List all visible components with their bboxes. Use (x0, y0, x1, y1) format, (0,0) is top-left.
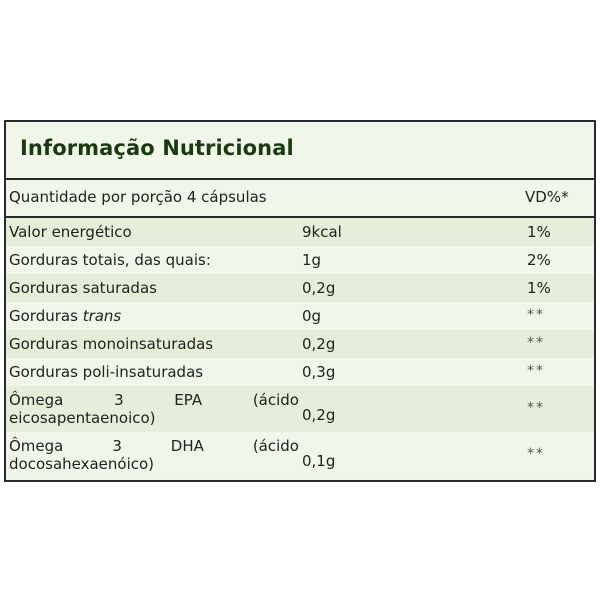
nutrient-amount: 0,2g (302, 279, 336, 297)
nutrient-amount: 0,1g (302, 452, 336, 470)
nutrient-name: Ômega 3 EPA (ácido eicosapentaenoico) (9, 391, 299, 427)
nutrient-amount: 1g (302, 251, 322, 269)
nutrient-name-line2: docosahexaenóico) (9, 455, 155, 473)
nutrition-facts-table: Informação Nutricional Quantidade por po… (4, 120, 596, 482)
table-row: Gorduras monoinsaturadas 0,2g ** (6, 330, 594, 358)
nutrient-dv: 1% (527, 223, 551, 241)
table-row: Gorduras poli-insaturadas 0,3g ** (6, 358, 594, 386)
nutrient-amount: 0,2g (302, 406, 336, 424)
nutrient-amount: 0g (302, 307, 322, 325)
table-row: Ômega 3 EPA (ácido eicosapentaenoico) 0,… (6, 386, 594, 432)
nutrient-name-prefix: Gorduras (9, 307, 78, 325)
table-row: Valor energético 9kcal 1% (6, 218, 594, 246)
nutrient-name: Gorduras poli-insaturadas (9, 363, 204, 381)
nutrient-rows: Valor energético 9kcal 1% Gorduras totai… (6, 218, 594, 478)
nutrient-name: Valor energético (9, 223, 132, 241)
nutrient-name: Gorduras saturadas (9, 279, 157, 297)
table-row: Ômega 3 DHA (ácido docosahexaenóico) 0,1… (6, 432, 594, 478)
table-row: Gorduras trans 0g ** (6, 302, 594, 330)
table-row: Gorduras totais, das quais: 1g 2% (6, 246, 594, 274)
nutrient-dv: ** (527, 400, 545, 416)
daily-value-header: VD%* (525, 188, 569, 206)
nutrient-name: Gorduras totais, das quais: (9, 251, 211, 269)
nutrient-name-line1: Ômega 3 EPA (ácido (9, 391, 299, 409)
nutrient-name: Ômega 3 DHA (ácido docosahexaenóico) (9, 437, 299, 473)
nutrient-dv: ** (527, 335, 545, 351)
nutrient-amount: 9kcal (302, 223, 342, 241)
nutrient-name: Gorduras trans (9, 307, 299, 325)
nutrient-name-line1: Ômega 3 DHA (ácido (9, 437, 299, 455)
header-row: Quantidade por porção 4 cápsulas VD%* (6, 180, 594, 218)
nutrient-dv: ** (527, 363, 545, 379)
nutrient-name-line2: eicosapentaenoico) (9, 409, 156, 427)
table-title: Informação Nutricional (20, 136, 294, 160)
nutrient-dv: ** (527, 307, 545, 323)
serving-size-label: Quantidade por porção 4 cápsulas (9, 188, 267, 206)
nutrient-name: Gorduras monoinsaturadas (9, 335, 214, 353)
nutrient-dv: ** (527, 446, 545, 462)
title-row: Informação Nutricional (6, 122, 594, 180)
nutrient-amount: 0,2g (302, 335, 336, 353)
nutrient-dv: 1% (527, 279, 551, 297)
nutrient-dv: 2% (527, 251, 551, 269)
nutrient-amount: 0,3g (302, 363, 336, 381)
nutrient-name-italic: trans (82, 307, 122, 325)
table-row: Gorduras saturadas 0,2g 1% (6, 274, 594, 302)
